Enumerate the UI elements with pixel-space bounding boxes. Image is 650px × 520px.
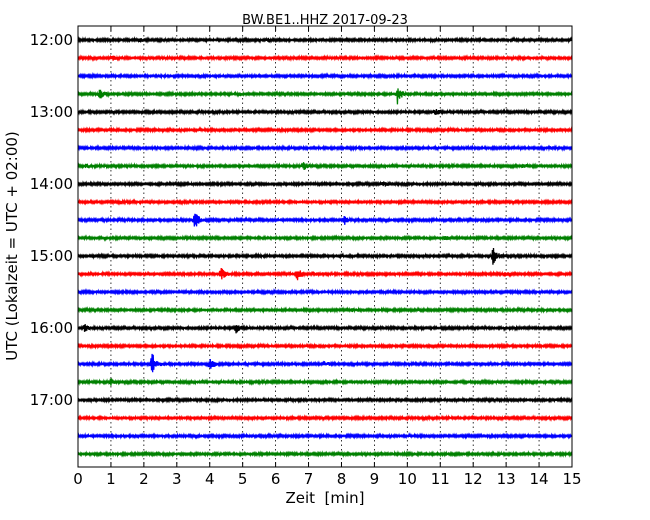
grid-lines [110,26,540,467]
x-axis-label: Zeit [min] [285,489,364,507]
y-tick-label: 15:00 [30,247,73,265]
trace-1730 [77,432,573,440]
trace-1315 [77,126,573,134]
x-tick-label: 6 [271,470,281,488]
chart-title: BW.BE1..HHZ 2017-09-23 [242,13,408,28]
trace-1445 [77,234,573,242]
x-tick-label: 10 [398,470,417,488]
trace-group [77,36,573,458]
x-tick-label: 4 [205,470,215,488]
trace-1745 [77,450,573,458]
trace-1330 [77,144,573,152]
trace-1245 [77,88,573,105]
y-tick-label: 16:00 [30,319,73,337]
trace-1400 [77,180,573,188]
trace-1545 [77,305,573,314]
x-tick-label: 9 [370,470,380,488]
trace-1515 [77,268,573,281]
trace-1430 [77,213,573,227]
trace-1300 [77,108,573,116]
trace-1345 [77,161,573,171]
x-tick-label: 8 [337,470,347,488]
trace-1600 [77,324,573,334]
x-tick-label: 3 [172,470,182,488]
x-axis: 0 1 2 3 4 5 6 7 8 9 10 11 12 13 14 15 [73,26,582,488]
x-tick-label: 5 [238,470,248,488]
x-tick-label: 2 [139,470,149,488]
x-tick-label: 11 [431,470,450,488]
trace-1215 [77,54,573,63]
x-tick-label: 13 [497,470,516,488]
y-tick-label: 12:00 [30,31,73,49]
y-tick-label: 14:00 [30,175,73,193]
x-tick-label: 14 [530,470,549,488]
x-tick-label: 0 [73,470,83,488]
y-axis-label: UTC (Lokalzeit = UTC + 02:00) [3,131,21,361]
y-tick-label: 17:00 [30,391,73,409]
x-tick-label: 12 [464,470,483,488]
trace-1615 [77,342,573,350]
trace-1630 [77,353,573,373]
x-tick-label: 15 [562,470,581,488]
trace-1230 [77,72,573,80]
trace-1415 [77,198,573,207]
x-tick-label: 7 [304,470,314,488]
x-tick-label: 1 [106,470,116,488]
trace-1715 [77,414,573,423]
trace-1200 [77,36,573,44]
y-axis: 12:00 13:00 14:00 15:00 16:00 17:00 [30,31,572,409]
trace-1645 [77,377,573,387]
y-tick-label: 13:00 [30,103,73,121]
trace-1700 [77,396,573,404]
plot-frame [77,25,573,468]
trace-1500 [77,248,573,265]
trace-1530 [77,288,573,296]
